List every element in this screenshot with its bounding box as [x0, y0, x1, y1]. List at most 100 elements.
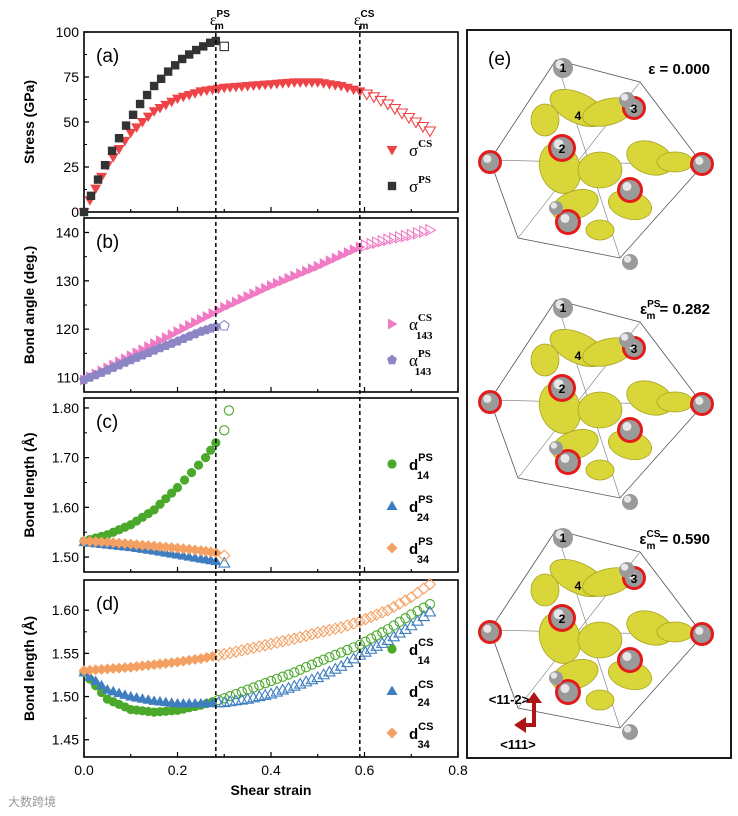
data-point — [161, 494, 171, 504]
panel-d: 1.45 1.50 1.55 1.60 0.0 0.2 0.4 0.6 0.8 Bond leng… — [21, 578, 468, 798]
data-point — [322, 665, 336, 677]
data-point — [270, 636, 284, 649]
data-point — [299, 675, 313, 687]
legend-label: dPS 34 — [409, 536, 433, 566]
data-point — [131, 123, 143, 133]
data-point — [398, 622, 412, 634]
atom-label-3: 3 — [631, 102, 638, 116]
data-point — [406, 609, 417, 620]
atom — [549, 441, 563, 455]
data-point — [149, 81, 159, 91]
bond-density — [585, 459, 615, 481]
data-point — [334, 659, 348, 671]
data-point — [254, 680, 265, 691]
atom — [620, 180, 640, 200]
data-point — [302, 265, 312, 277]
data-point — [96, 687, 107, 698]
atom-label-3: 3 — [631, 572, 638, 586]
data-point — [192, 45, 201, 55]
data-point — [107, 153, 119, 163]
data-point — [307, 263, 318, 275]
legend-label: dCS 24 — [409, 679, 433, 709]
data-point — [142, 90, 152, 100]
data-point — [125, 128, 137, 139]
data-point — [193, 460, 204, 470]
atom-highlight — [555, 60, 565, 69]
data-point — [406, 228, 418, 242]
data-point — [425, 223, 437, 237]
atom-highlight — [550, 672, 558, 679]
legend-marker — [386, 542, 398, 554]
atom-label-1: 1 — [560, 61, 567, 75]
data-point — [393, 597, 406, 611]
legend-label: dCS 34 — [409, 721, 433, 751]
atom — [481, 153, 499, 171]
atom-label-1: 1 — [560, 301, 567, 315]
y-tick-label: 50 — [63, 114, 79, 130]
data-point — [343, 247, 354, 259]
data-point — [128, 110, 138, 119]
data-point — [364, 610, 378, 624]
data-point — [264, 637, 278, 651]
data-point — [206, 445, 216, 455]
atom — [558, 682, 578, 702]
data-point — [364, 642, 378, 654]
data-point — [173, 326, 183, 338]
data-point — [288, 632, 301, 645]
data-point — [229, 645, 243, 658]
data-point — [96, 536, 108, 548]
data-point — [107, 146, 117, 155]
data-point — [264, 687, 278, 699]
strain-max-cs-label: εCS m — [354, 9, 375, 32]
data-point — [330, 649, 341, 661]
data-point — [347, 652, 361, 664]
data-point — [247, 641, 260, 655]
bond-density — [530, 103, 560, 137]
atom-highlight — [553, 609, 564, 620]
data-point — [289, 667, 300, 678]
data-point — [179, 323, 189, 335]
data-point — [347, 617, 360, 630]
data-point — [342, 644, 353, 656]
panel-e-frame — [466, 29, 732, 759]
legend-marker — [388, 318, 398, 330]
data-point — [84, 535, 96, 547]
data-point — [340, 656, 354, 668]
data-point — [199, 42, 208, 51]
structure-panel: (e) 1 2 3 4 ε = 0.000 1 2 3 4 εPS m = 0.282 1 2 3 4 εCS m… — [8, 29, 732, 809]
data-point — [231, 296, 242, 308]
atom-label-4: 4 — [575, 349, 582, 363]
atom-highlight — [555, 530, 565, 539]
bond-line — [540, 715, 558, 740]
data-point — [272, 277, 283, 289]
y-tick-label: 1.80 — [52, 400, 79, 416]
bond-density — [530, 343, 560, 377]
legend-label: αPS 143 — [409, 348, 432, 378]
data-point — [423, 578, 437, 591]
direction-axes: <11-2> <111> — [489, 692, 542, 752]
panel-label: (a) — [96, 46, 119, 67]
data-point — [389, 232, 401, 245]
strain-value-label: εPS m = 0.282 — [640, 299, 710, 322]
atom-highlight — [483, 154, 492, 163]
atom — [693, 625, 711, 643]
data-point — [375, 636, 389, 648]
atom-label-1: 1 — [560, 531, 567, 545]
legend-marker — [386, 500, 398, 510]
data-point — [349, 244, 360, 256]
data-point — [267, 280, 277, 292]
data-point — [395, 230, 407, 244]
data-point — [358, 645, 372, 657]
atom-highlight — [695, 156, 704, 165]
bond-density — [656, 391, 694, 413]
data-point — [260, 678, 271, 689]
data-point — [136, 118, 148, 128]
data-point — [341, 619, 354, 632]
data-point — [200, 453, 211, 463]
panel-frame — [83, 217, 459, 393]
data-point — [185, 320, 195, 332]
data-point — [287, 679, 301, 691]
data-point — [305, 627, 319, 641]
data-point — [305, 673, 319, 685]
data-point — [172, 94, 183, 105]
